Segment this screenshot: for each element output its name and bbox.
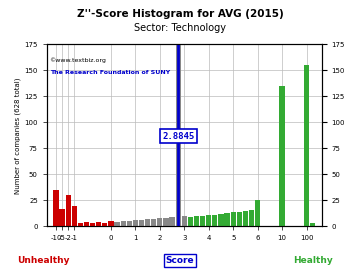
Text: Score: Score bbox=[166, 256, 194, 265]
Bar bbox=[212, 215, 217, 227]
Bar bbox=[108, 221, 113, 227]
Text: ©www.textbiz.org: ©www.textbiz.org bbox=[50, 57, 107, 63]
Bar bbox=[59, 209, 65, 227]
Bar bbox=[200, 216, 205, 227]
Bar bbox=[96, 222, 102, 227]
Bar bbox=[84, 222, 89, 227]
Bar bbox=[249, 210, 254, 227]
Bar bbox=[206, 215, 211, 227]
Bar bbox=[139, 220, 144, 227]
Bar bbox=[219, 214, 224, 227]
Bar bbox=[304, 65, 309, 227]
Y-axis label: Number of companies (628 total): Number of companies (628 total) bbox=[15, 77, 22, 194]
Text: Unhealthy: Unhealthy bbox=[17, 256, 69, 265]
Bar bbox=[279, 86, 285, 227]
Bar bbox=[121, 221, 126, 227]
Bar bbox=[310, 223, 315, 227]
Text: Healthy: Healthy bbox=[293, 256, 333, 265]
Bar bbox=[237, 212, 242, 227]
Text: Sector: Technology: Sector: Technology bbox=[134, 23, 226, 33]
Bar bbox=[157, 218, 162, 227]
Bar bbox=[72, 206, 77, 227]
Bar bbox=[163, 218, 168, 227]
Bar bbox=[188, 217, 193, 227]
Bar bbox=[78, 223, 83, 227]
Bar bbox=[53, 190, 59, 227]
Bar bbox=[145, 219, 150, 227]
Bar bbox=[225, 213, 230, 227]
Bar bbox=[114, 222, 120, 227]
Bar bbox=[90, 223, 95, 227]
Bar bbox=[182, 216, 187, 227]
Bar bbox=[66, 195, 71, 227]
Bar bbox=[255, 201, 260, 227]
Bar bbox=[133, 220, 138, 227]
Bar bbox=[243, 211, 248, 227]
Text: 2.8845: 2.8845 bbox=[162, 131, 194, 140]
Bar bbox=[230, 212, 236, 227]
Text: Z''-Score Histogram for AVG (2015): Z''-Score Histogram for AVG (2015) bbox=[77, 9, 283, 19]
Bar bbox=[151, 219, 156, 227]
Bar bbox=[102, 223, 107, 227]
Bar bbox=[127, 221, 132, 227]
Bar bbox=[194, 216, 199, 227]
Bar bbox=[170, 217, 175, 227]
Text: The Research Foundation of SUNY: The Research Foundation of SUNY bbox=[50, 70, 170, 75]
Bar bbox=[176, 45, 181, 227]
